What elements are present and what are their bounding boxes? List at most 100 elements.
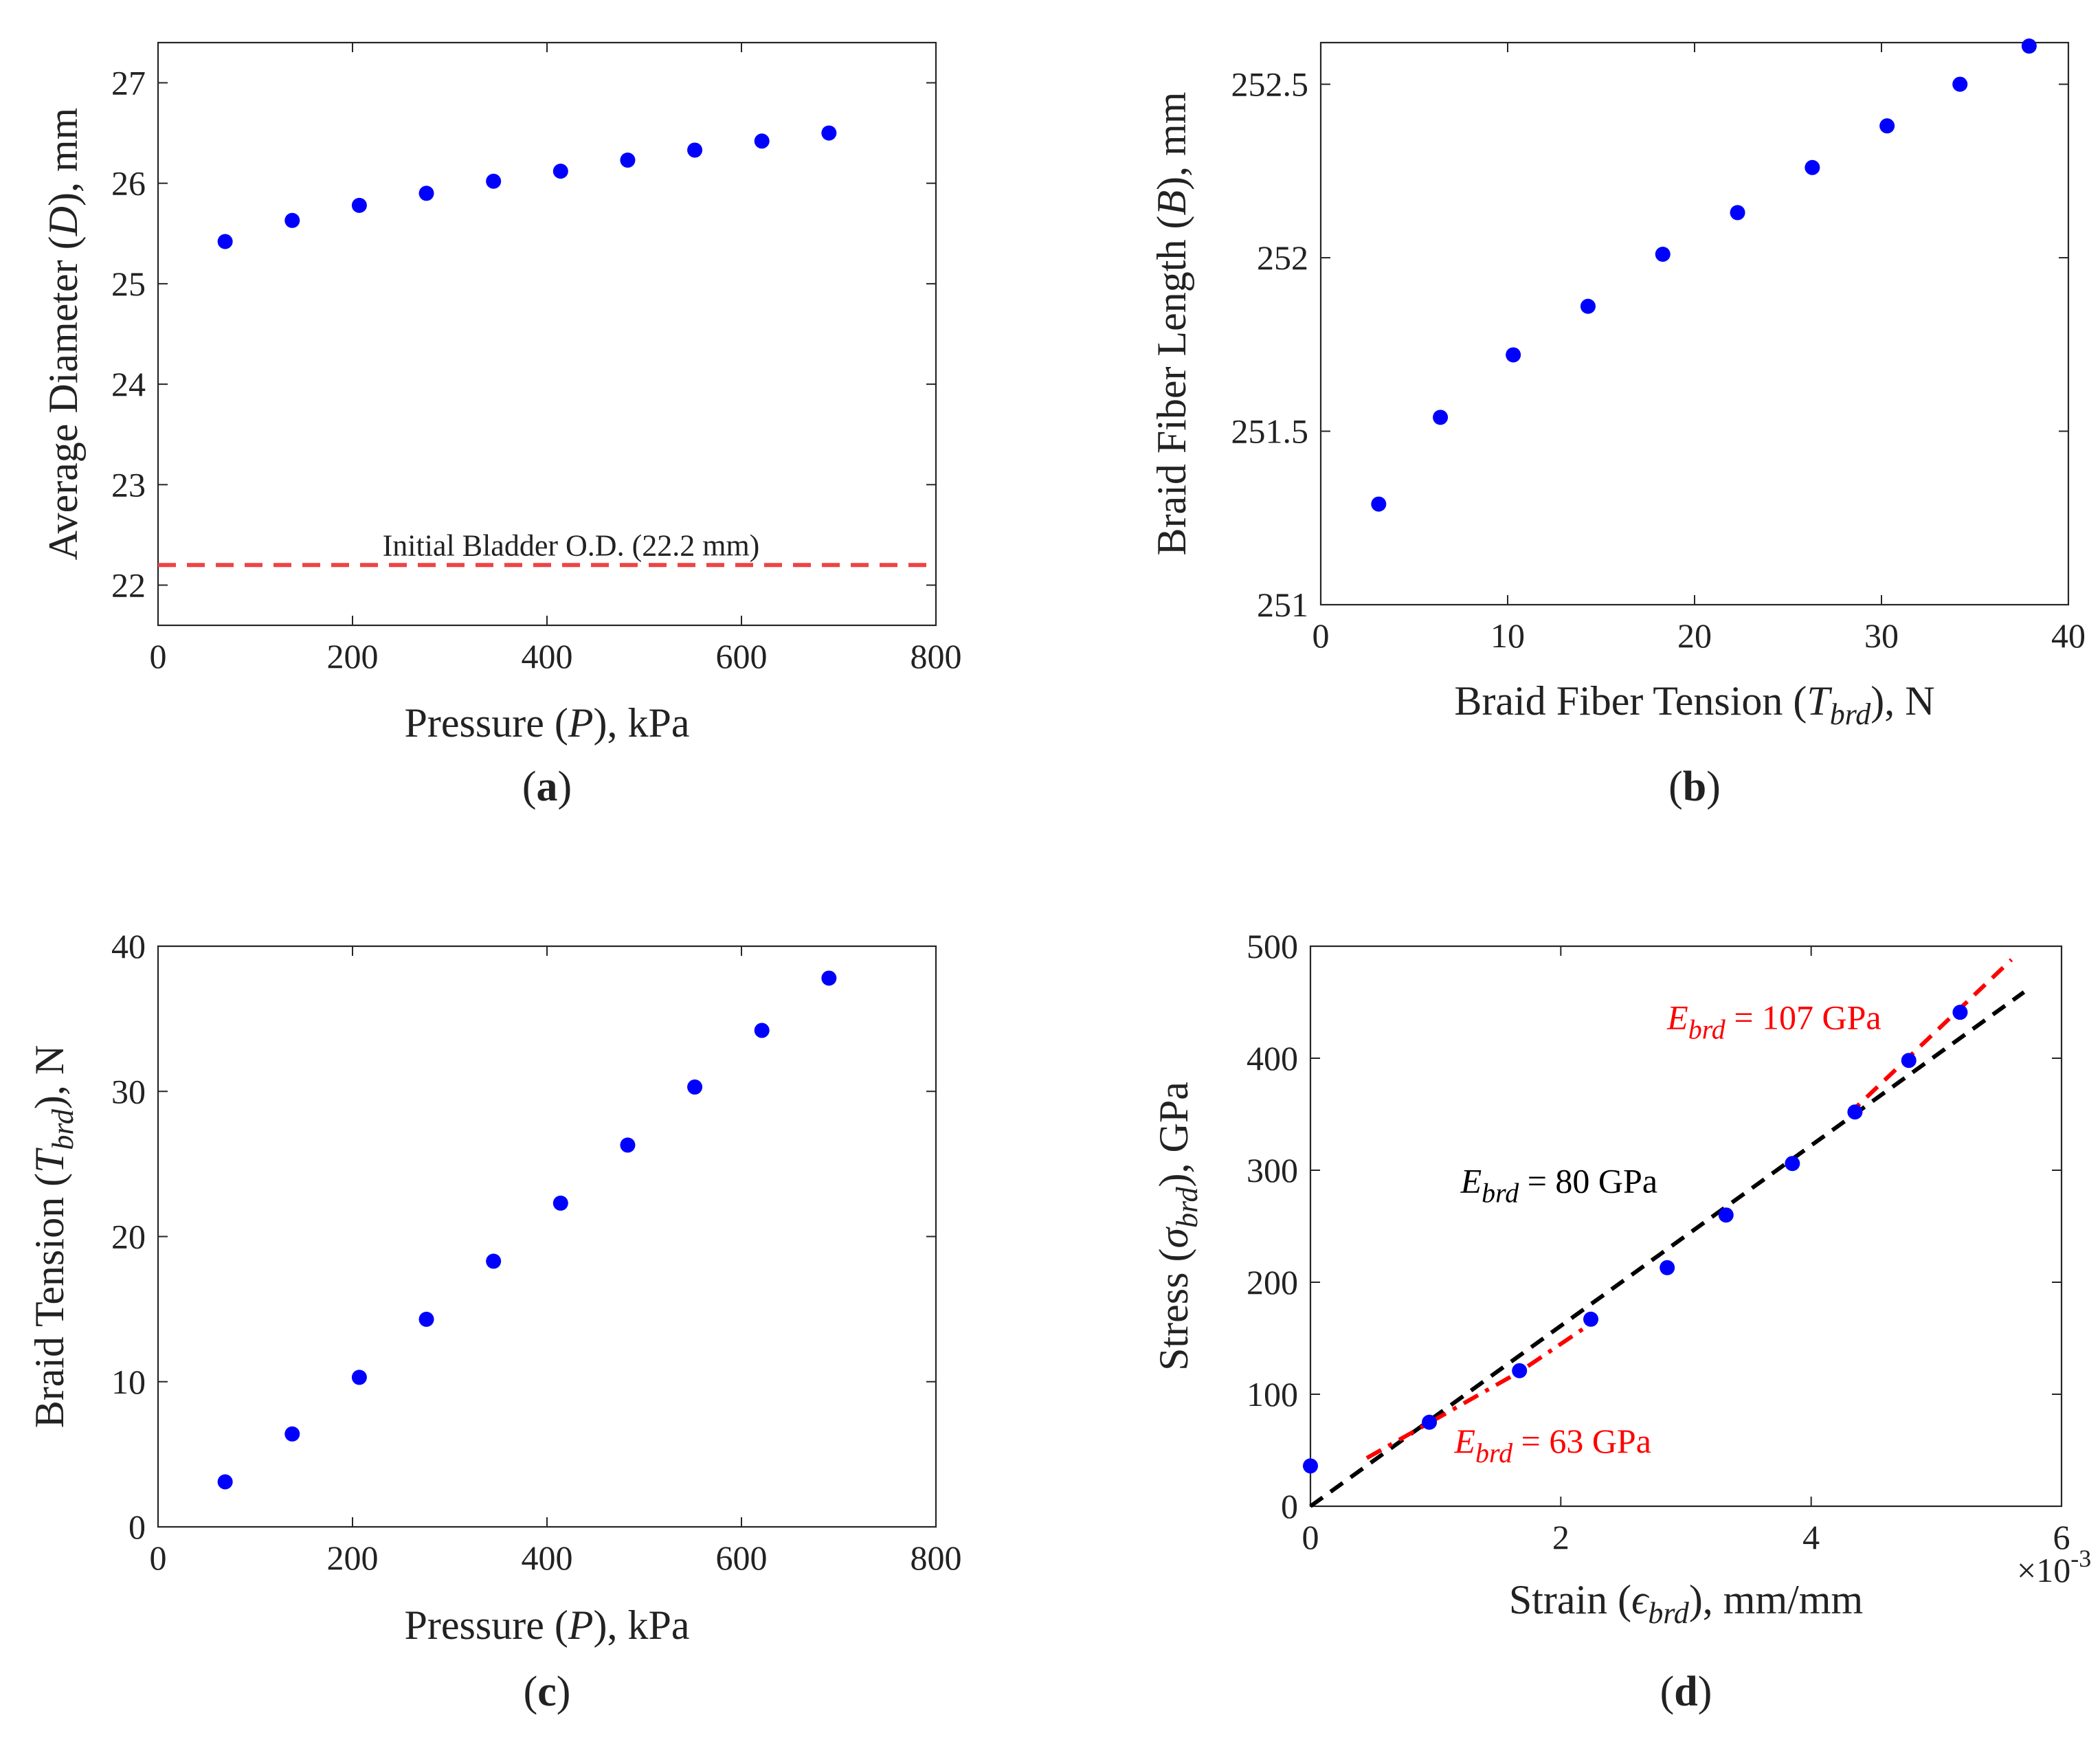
y-tick-label: 25 [111,265,146,303]
y-tick-label: 22 [111,566,146,605]
y-tick-label: 20 [111,1218,146,1256]
x-tick-label: 4 [1802,1518,1820,1556]
fit-line-overall [1309,990,2026,1508]
x-tick-label: 20 [1677,616,1712,655]
y-tick-label: 40 [111,927,146,965]
data-point [1805,159,1820,175]
data-point [620,153,636,168]
data-point [1422,1414,1438,1430]
x-tick-label: 800 [911,1539,962,1577]
data-point [1506,347,1521,363]
data-point [1879,118,1895,134]
y-axis-label: Average Diameter (D), mm [41,108,86,561]
x-tick-label: 2 [1552,1518,1570,1556]
y-tick-label: 0 [1281,1487,1298,1525]
axes-frame [1319,41,2070,606]
panel-label: (c) [524,1668,571,1715]
x-axis-multiplier: ×10-3 [2017,1545,2091,1589]
y-axis-label: Braid Tension (Tbrd), N [27,1045,80,1429]
data-point [284,212,300,228]
data-point [284,1426,300,1442]
y-tick-label: 252 [1257,238,1308,277]
data-point [754,133,770,149]
data-point [1718,1207,1734,1223]
x-axis-label: Pressure (P), kPa [405,1602,690,1648]
y-tick-label: 24 [111,365,146,403]
data-point [486,173,502,189]
y-tick-label: 23 [111,465,146,504]
fit-line-high [1847,958,2013,1116]
fit-label-low: Ebrd = 63 GPa [1453,1422,1651,1468]
data-point [1901,1053,1917,1069]
data-point [1785,1156,1800,1172]
y-tick-label: 500 [1247,927,1298,965]
panel-label: (d) [1660,1668,1712,1715]
data-point [351,1370,367,1385]
panel-label: (b) [1668,763,1721,810]
data-point [1580,298,1596,314]
x-tick-label: 0 [150,637,167,675]
data-point [821,970,837,986]
x-tick-label: 800 [911,637,962,675]
y-tick-label: 252.5 [1231,65,1309,104]
x-tick-label: 200 [327,637,379,675]
data-point [1660,1260,1675,1275]
data-point [821,125,837,141]
data-point [1512,1363,1528,1378]
y-tick-label: 200 [1247,1263,1298,1301]
x-tick-label: 30 [1864,616,1899,655]
data-point [620,1137,636,1153]
y-axis-label: Braid Fiber Length (B), mm [1149,92,1194,556]
x-tick-label: 400 [522,637,573,675]
chart-panel-c: 0 200 400 600 800 0 10 20 30 40 Pressure (P), kPa B… [27,927,962,1715]
data-point [1583,1311,1599,1327]
y-tick-label: 300 [1247,1151,1298,1189]
data-point [687,1079,703,1095]
data-point [552,1195,568,1211]
data-point [1371,496,1387,512]
data-point [1952,1005,1968,1020]
data-point [1847,1104,1863,1120]
fit-label-overall: Ebrd = 80 GPa [1460,1162,1657,1209]
data-point [1952,76,1968,92]
x-tick-label: 40 [2051,616,2086,655]
axes-frame [157,945,937,1528]
y-tick-label: 400 [1247,1039,1298,1077]
y-tick-label: 26 [111,164,146,203]
data-point [1433,410,1449,425]
x-tick-label: 10 [1490,616,1525,655]
data-point [1730,205,1745,221]
reference-line-label: Initial Bladder O.D. (22.2 mm) [383,528,760,562]
x-tick-label: 0 [1302,1518,1319,1556]
data-point [1303,1458,1318,1474]
y-axis-label: Stress (σbrd), GPa [1151,1082,1204,1371]
y-tick-label: 0 [129,1508,146,1546]
x-axis-label: Strain (ϵbrd), mm/mm [1509,1577,1863,1630]
data-point [418,1311,434,1327]
x-tick-label: 600 [716,637,768,675]
x-tick-label: 400 [522,1539,573,1577]
data-point [687,142,703,158]
x-tick-label: 600 [716,1539,768,1577]
y-tick-label: 251 [1257,585,1308,624]
panel-label: (a) [522,763,572,810]
data-point [2021,38,2037,54]
x-tick-label: 0 [1312,616,1330,655]
x-axis-label: Pressure (P), kPa [405,700,690,746]
chart-panel-a: 0 200 400 600 800 22 23 24 25 26 27 Pressure (P), k… [41,41,962,810]
data-point [552,164,568,179]
data-point [217,234,233,249]
x-axis-label: Braid Fiber Tension (Tbrd), N [1454,678,1934,731]
y-tick-label: 100 [1247,1375,1298,1413]
x-tick-label: 6 [2053,1518,2070,1556]
chart-panel-b: 0 10 20 30 40 251 251.5 252 252.5 Braid Fiber Ten… [1149,38,2086,810]
y-tick-label: 251.5 [1231,412,1309,451]
x-tick-label: 0 [150,1539,167,1577]
y-tick-label: 27 [111,63,146,102]
data-point [754,1022,770,1038]
data-point [351,197,367,213]
chart-panel-d: 0 2 4 6 0 100 200 300 400 500 Strain (ϵbrd), mm/mm… [1151,927,2091,1715]
fit-label-high: Ebrd = 107 GPa [1666,998,1881,1045]
x-tick-label: 200 [327,1539,379,1577]
